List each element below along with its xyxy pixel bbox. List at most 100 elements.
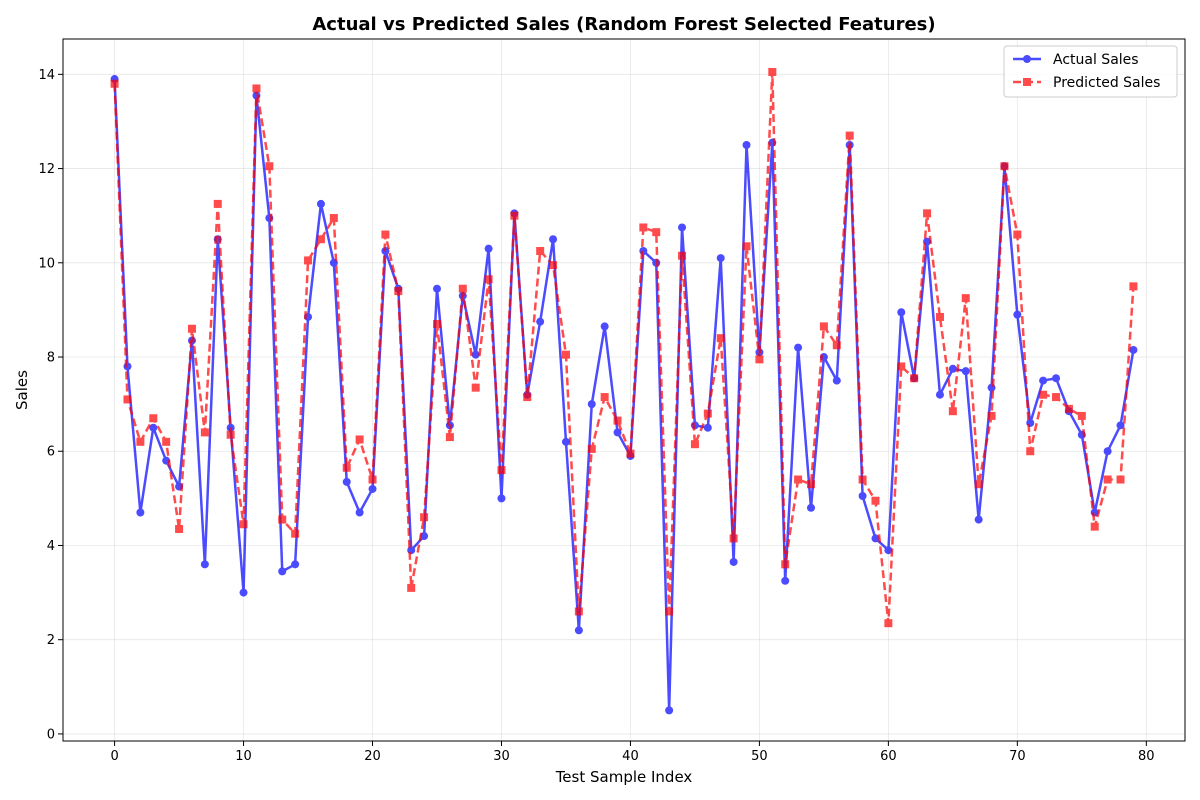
y-tick-label: 0: [47, 727, 55, 742]
predicted-sales-point: [703, 409, 712, 418]
y-tick-label: 12: [38, 162, 55, 177]
actual-sales-series: [110, 75, 1138, 715]
predicted-sales-point: [1013, 230, 1022, 239]
actual-sales-point: [794, 343, 803, 352]
y-tick-label: 6: [47, 445, 55, 460]
predicted-sales-point: [510, 211, 519, 220]
legend-swatch-predicted-sales: [1013, 78, 1041, 86]
legend-swatch-actual-sales: [1013, 55, 1041, 63]
actual-sales-point: [1116, 421, 1125, 430]
predicted-sales-point: [923, 209, 932, 218]
predicted-sales-point: [239, 520, 248, 529]
predicted-sales-point: [600, 393, 609, 402]
predicted-sales-point: [652, 228, 661, 237]
predicted-sales-point: [587, 444, 596, 453]
predicted-sales-point: [304, 256, 313, 265]
predicted-sales-point: [871, 496, 880, 505]
predicted-sales-point: [832, 341, 841, 350]
predicted-sales-point: [716, 334, 725, 343]
legend-marker: [1023, 78, 1031, 86]
predicted-sales-point: [845, 131, 854, 140]
actual-sales-point: [974, 515, 983, 524]
actual-sales-point: [858, 492, 867, 501]
predicted-sales-point: [368, 475, 377, 484]
predicted-sales-point: [278, 515, 287, 524]
legend-item-actual-sales: Actual Sales: [1013, 52, 1139, 68]
predicted-sales-point: [742, 242, 751, 251]
predicted-sales-point: [948, 407, 957, 416]
actual-sales-point: [1129, 345, 1138, 354]
x-tick-label: 10: [235, 749, 252, 764]
legend-label: Predicted Sales: [1053, 75, 1160, 91]
actual-sales-point: [342, 477, 351, 486]
actual-sales-point: [549, 235, 558, 244]
actual-sales-point: [123, 362, 132, 371]
predicted-sales-point: [819, 322, 828, 331]
actual-sales-point: [703, 423, 712, 432]
legend-box: [1003, 45, 1178, 98]
x-tick-label: 80: [1138, 749, 1155, 764]
x-tick-label: 30: [493, 749, 510, 764]
predicted-sales-point: [884, 619, 893, 628]
predicted-sales-point: [807, 480, 815, 489]
x-tick-label: 40: [622, 749, 639, 764]
actual-sales-point: [239, 588, 248, 597]
predicted-sales-point: [471, 383, 480, 392]
actual-sales-point: [278, 567, 287, 576]
predicted-sales-point: [910, 374, 919, 383]
actual-sales-point: [1103, 447, 1112, 456]
predicted-sales-point: [1039, 390, 1048, 399]
legend-marker: [1023, 55, 1031, 63]
predicted-sales-point: [987, 411, 996, 420]
predicted-sales-point: [136, 437, 145, 446]
actual-sales-point: [639, 247, 648, 256]
predicted-sales-point: [110, 79, 119, 88]
predicted-sales-point: [187, 324, 196, 333]
predicted-sales-point: [755, 355, 764, 364]
predicted-sales-point: [794, 475, 803, 484]
actual-sales-point: [832, 376, 841, 385]
x-tick-label: 50: [751, 749, 768, 764]
legend-item-predicted-sales: Predicted Sales: [1013, 75, 1160, 91]
predicted-sales-point: [561, 350, 570, 359]
y-axis-label: Sales: [13, 370, 31, 410]
predicted-sales-point: [433, 320, 441, 329]
actual-sales-point: [574, 626, 583, 635]
predicted-sales-point: [768, 67, 777, 76]
y-tick-label: 2: [47, 633, 55, 648]
predicted-sales-point: [781, 560, 790, 569]
predicted-sales-point: [1103, 475, 1112, 484]
actual-sales-line: [113, 78, 1135, 712]
actual-sales-point: [497, 494, 506, 503]
x-axis-label: Test Sample Index: [555, 768, 693, 786]
actual-sales-point: [471, 350, 480, 359]
actual-sales-point: [871, 534, 880, 543]
predicted-sales-point: [1129, 282, 1138, 291]
predicted-sales-point: [329, 214, 338, 223]
chart-title: Actual vs Predicted Sales (Random Forest…: [312, 14, 935, 35]
predicted-sales-series: [110, 67, 1138, 628]
actual-sales-point: [587, 400, 596, 409]
predicted-sales-point: [639, 223, 648, 232]
x-tick-label: 70: [1009, 749, 1026, 764]
predicted-sales-point: [897, 362, 906, 371]
predicted-sales-point: [1116, 475, 1125, 484]
x-tick-label: 0: [110, 749, 118, 764]
plot-frame: [62, 38, 1186, 742]
predicted-sales-point: [1090, 522, 1099, 531]
predicted-sales-point: [252, 84, 261, 93]
actual-sales-point: [433, 284, 441, 293]
predicted-sales-point: [394, 287, 403, 296]
predicted-sales-point: [729, 534, 738, 543]
actual-sales-point: [1013, 310, 1022, 319]
x-tick-label: 20: [364, 749, 381, 764]
predicted-sales-point: [974, 480, 983, 489]
actual-sales-point: [729, 557, 738, 566]
grid-lines: [63, 39, 1185, 741]
actual-sales-point: [484, 244, 493, 253]
predicted-sales-point: [523, 393, 532, 402]
predicted-sales-point: [200, 428, 209, 437]
predicted-sales-point: [162, 437, 171, 446]
actual-sales-point: [665, 706, 674, 715]
